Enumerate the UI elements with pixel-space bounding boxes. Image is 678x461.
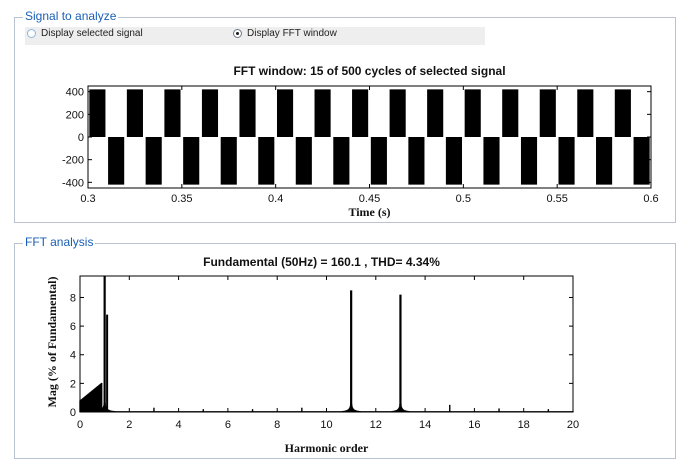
x-tick-label: 12 [370,419,382,431]
x-tick-label: 6 [225,419,231,431]
x-tick-label: 0.55 [546,193,567,205]
display-selected-signal-radio[interactable]: Display selected signal [27,28,143,39]
y-tick-label: 8 [70,292,76,304]
display-selected-signal-label: Display selected signal [41,28,143,39]
display-mode-radio-group: Display selected signal Display FFT wind… [25,27,485,45]
x-tick-label: 0.35 [171,193,192,205]
x-tick-label: 0.5 [456,193,471,205]
time-axis-label: Time (s) [348,205,390,219]
harmonic-plot-frame [79,275,574,413]
y-tick-label: 4 [70,350,76,362]
signal-panel-title: Signal to analyze [23,9,119,23]
magnitude-axis-label: Mag (% of Fundamental) [45,277,59,408]
fft-window-chart-title: FFT window: 15 of 500 cycles of selected… [233,64,505,78]
y-tick-label: 0 [78,132,84,144]
x-tick-label: 20 [567,419,579,431]
x-tick-label: 0.4 [268,193,283,205]
harmonic-order-axis-label: Harmonic order [285,441,369,455]
x-tick-label: 0.3 [80,193,95,205]
signal-to-analyze-panel: Signal to analyze Display selected signa… [14,9,676,223]
y-tick-label: 0 [70,407,76,419]
fft-panel-title: FFT analysis [23,235,96,249]
x-tick-label: 18 [518,419,530,431]
x-tick-label: 0.6 [643,193,658,205]
y-tick-label: 200 [66,109,84,121]
display-fft-window-radio[interactable]: Display FFT window [233,28,337,39]
y-tick-label: 6 [70,321,76,333]
x-tick-label: 8 [274,419,280,431]
x-tick-label: 10 [320,419,332,431]
x-tick-label: 14 [419,419,431,431]
x-tick-label: 0.45 [359,193,380,205]
y-tick-label: 2 [70,378,76,390]
x-tick-label: 0 [77,419,83,431]
x-tick-label: 4 [176,419,182,431]
y-tick-label: 400 [66,87,84,99]
y-tick-label: -200 [62,155,84,167]
spectrum-noise-series [79,382,574,412]
x-tick-label: 16 [468,419,480,431]
radio-unchecked-icon[interactable] [27,29,36,38]
y-tick-label: -400 [62,177,84,189]
x-tick-label: 2 [126,419,132,431]
fft-analysis-panel: FFT analysis [14,235,676,459]
harmonic-chart-title: Fundamental (50Hz) = 160.1 , THD= 4.34% [203,255,440,269]
display-fft-window-label: Display FFT window [247,28,337,39]
radio-checked-icon[interactable] [233,29,242,38]
